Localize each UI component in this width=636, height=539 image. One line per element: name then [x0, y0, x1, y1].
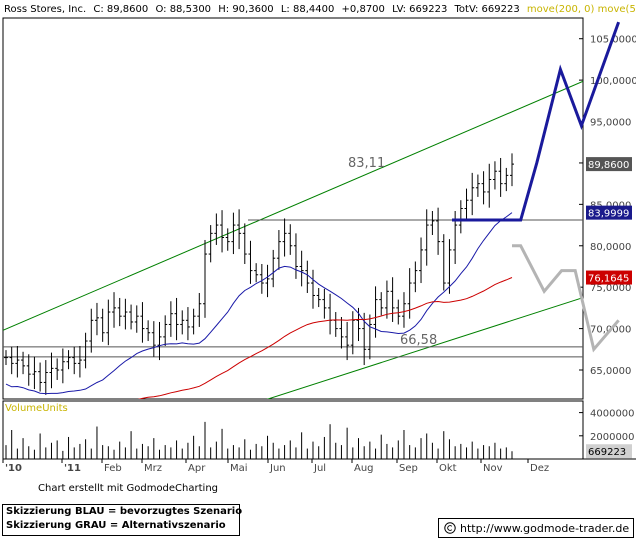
time-tick-label: Mai — [230, 463, 248, 474]
time-tick-label: Apr — [188, 463, 206, 474]
time-tick-label: Feb — [104, 463, 122, 474]
website-link[interactable]: http://www.godmode-trader.de — [438, 518, 634, 538]
time-tick-label: '11 — [64, 463, 81, 474]
ma200-line — [137, 277, 513, 399]
chart-credit: Chart erstellt mit GodmodeCharting — [38, 483, 218, 494]
scenario-blue-path — [452, 21, 621, 222]
scenario-sketches — [452, 21, 621, 353]
price-tick-label: 80,0000 — [590, 242, 631, 253]
last-price-tag: 89,8600 — [588, 160, 629, 171]
time-tick-label: Jul — [313, 463, 326, 474]
support-label: 66,58 — [400, 333, 437, 348]
volume-label: VolumeUnits — [5, 403, 68, 414]
volume-tick-label: 4000000 — [590, 409, 635, 420]
volume-plot: 4000000 2000000 669223 — [5, 409, 635, 459]
price-plot — [3, 80, 583, 399]
ma-legend: move(200, 0) move(50, 0) — [527, 4, 636, 15]
volume-last-tag: 669223 — [588, 447, 626, 458]
time-tick-label: Aug — [354, 463, 374, 474]
legend-blue: Skizzierung BLAU = bevorzugtes Szenario — [6, 506, 243, 517]
price-tick-label: 100,0000 — [590, 76, 636, 87]
legend-grey: Skizzierung GRAU = Alternativszenario — [6, 520, 226, 531]
scenario-grey-path — [512, 244, 620, 353]
scenario-legend: Skizzierung BLAU = bevorzugtes Szenario … — [2, 504, 243, 536]
copyright-icon — [444, 522, 456, 534]
ma50-line — [5, 212, 513, 395]
time-tick-label: Dez — [530, 463, 549, 474]
time-tick-label: Nov — [483, 463, 503, 474]
last-price-tag-bg — [586, 157, 632, 172]
website-url: http://www.godmode-trader.de — [460, 521, 630, 535]
price-tick-label: 75,0000 — [590, 283, 631, 294]
channel-lower-line — [266, 297, 583, 399]
price-tick-label: 65,0000 — [590, 366, 631, 377]
price-tick-label: 95,0000 — [590, 118, 631, 129]
time-tick-label: Okt — [439, 463, 457, 474]
time-tick-label: '10 — [5, 463, 22, 474]
time-axis: '10 '11 Feb Mrz Apr Mai Jun Jul Aug Sep Okt Nov Dez — [2, 459, 549, 474]
ma200-tag: 76,1645 — [588, 274, 629, 285]
header-text: Ross Stores, Inc. C: 89,8600 O: 88,5300 … — [4, 4, 636, 15]
time-tick-label: Mrz — [144, 463, 162, 474]
time-tick-label: Jun — [269, 463, 286, 474]
price-panel-frame — [2, 17, 584, 400]
resistance-label: 83,11 — [348, 156, 385, 171]
channel-upper-line — [3, 80, 583, 331]
time-tick-label: Sep — [399, 463, 418, 474]
volume-panel-frame — [2, 400, 584, 460]
volume-tick-label: 2000000 — [590, 432, 635, 443]
volume-last-tag-bg — [586, 444, 632, 459]
ma50-tag-bg — [586, 205, 632, 220]
price-value-labels: 89,8600 83,9999 76,1645 — [586, 157, 632, 285]
ma200-tag-bg — [586, 270, 632, 285]
ma50-tag: 83,9999 — [588, 209, 629, 220]
